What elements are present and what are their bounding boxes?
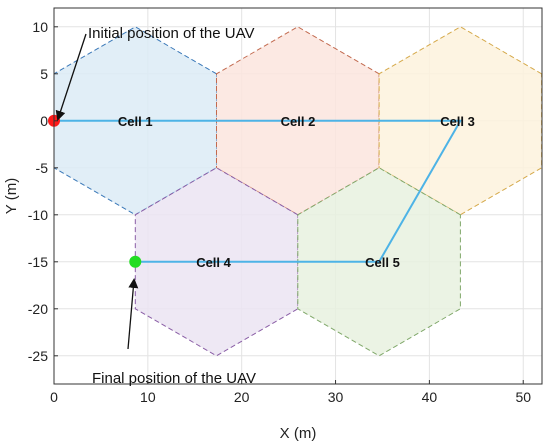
uav-path-layer <box>54 119 463 263</box>
uav-path <box>54 119 463 263</box>
x-tick-label: 10 <box>140 389 156 405</box>
final-position-annotation: Final position of the UAV <box>92 370 256 387</box>
x-axis-title: X (m) <box>280 425 317 442</box>
cell-labels: Cell 1 Cell 2 Cell 3 Cell 4 Cell 5 <box>118 114 475 270</box>
initial-position-arrow <box>55 33 87 121</box>
cell-label-4: Cell 4 <box>196 255 231 270</box>
y-tick-label: -10 <box>28 207 48 223</box>
y-tick-label: -25 <box>28 348 48 364</box>
x-tick-label: 20 <box>234 389 250 405</box>
cell-label-3: Cell 3 <box>440 114 475 129</box>
x-tick-label: 0 <box>50 389 58 405</box>
initial-position-annotation: Initial position of the UAV <box>88 25 254 42</box>
cell-label-1: Cell 1 <box>118 114 153 129</box>
y-tick-label: -15 <box>28 254 48 270</box>
y-tick-label: 10 <box>32 19 48 35</box>
y-tick-label: -5 <box>36 160 49 176</box>
plot-frame <box>53 7 543 385</box>
y-axis-title: Y (m) <box>3 178 20 214</box>
x-tick-label: 50 <box>515 389 531 405</box>
y-tick-label: -20 <box>28 301 48 317</box>
x-tick-label: 40 <box>422 389 438 405</box>
cell-label-5: Cell 5 <box>365 255 400 270</box>
cell-label-2: Cell 2 <box>281 114 316 129</box>
y-tick-label: 0 <box>40 113 48 129</box>
final-position-arrow <box>127 278 139 350</box>
y-tick-label: 5 <box>40 66 48 82</box>
x-tick-label: 30 <box>328 389 344 405</box>
end-position-marker <box>129 255 142 268</box>
